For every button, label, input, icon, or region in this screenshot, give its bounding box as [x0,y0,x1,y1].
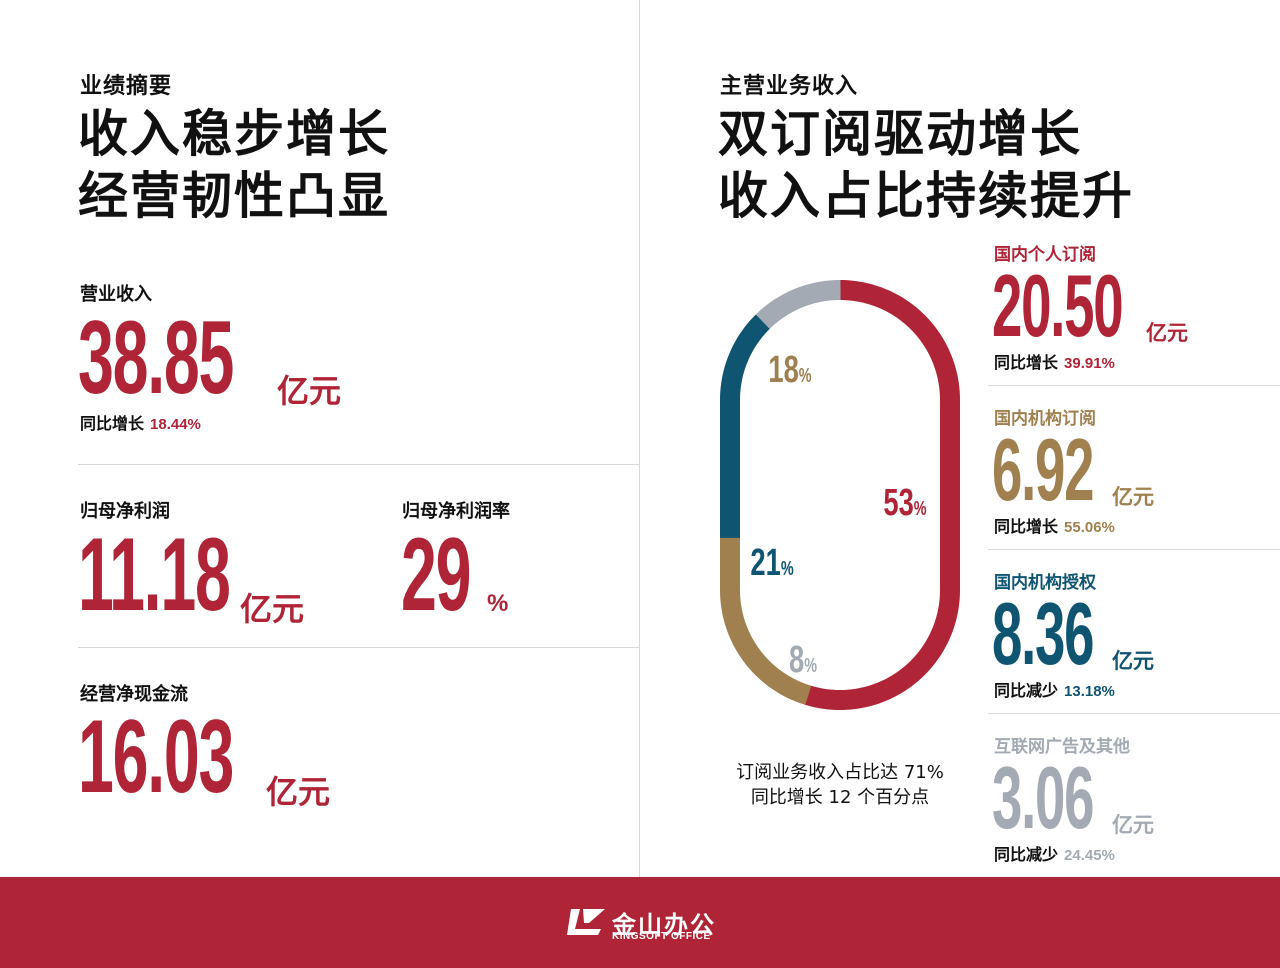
donut-segment-1 [805,280,960,711]
segment-4-yoy: 同比减少 24.45% [994,841,1115,865]
segment-3-yoy-label: 同比减少 [994,681,1059,700]
chart-caption: 订阅业务收入占比达 71% 同比增长 12 个百分点 [700,760,980,810]
net-margin-value: 29 [401,517,471,633]
chart-caption-line-2: 同比增长 12 个百分点 [750,787,930,808]
segment-3-name: 国内机构授权 [994,573,1096,593]
net-profit-value-wrap: 11.18 [78,523,323,627]
segment-2-yoy-label: 同比增长 [994,517,1059,536]
revenue-yoy-value: 18.44% [150,416,201,433]
segment-3-value-wrap: 8.36 [992,590,1155,678]
footer-bar: 金山办公 KINGSOFT OFFICE [0,877,1280,968]
segment-1-value-wrap: 20.50 [992,262,1202,350]
revenue-unit: 亿元 [277,372,342,410]
logo-text-cn: 金山办公 [612,911,716,939]
net-margin-value-wrap: 29 [401,523,513,627]
segment-1-yoy-label: 同比增长 [994,353,1059,372]
revenue-value-wrap: 38.85 [78,306,328,410]
segment-divider-1 [988,385,1280,386]
segment-2-value: 6.92 [992,420,1094,519]
business-kicker: 主营业务收入 [720,74,859,99]
segment-2-yoy: 同比增长 55.06% [994,513,1115,537]
segment-4-yoy-value: 24.45% [1064,847,1115,864]
cash-flow-unit: 亿元 [266,773,331,811]
summary-headline-line-1: 收入稳步增长 [78,105,390,163]
segment-4-name: 互联网广告及其他 [994,737,1130,757]
segment-2-unit: 亿元 [1112,485,1154,509]
segment-1-name: 国内个人订阅 [994,245,1096,265]
segment-1-yoy: 同比增长 39.91% [994,349,1115,373]
segment-3-yoy-value: 13.18% [1064,683,1115,700]
donut-segment-2 [720,537,812,705]
summary-headline-line-2: 经营韧性凸显 [78,167,390,225]
segment-4-value: 3.06 [992,748,1094,847]
segment-1-value: 20.50 [992,256,1124,355]
divider-1 [78,464,639,465]
cash-flow-value-wrap: 16.03 [78,705,328,809]
donut-segment-3 [720,314,771,538]
segment-divider-3 [988,713,1280,714]
segment-1-unit: 亿元 [1146,321,1188,345]
business-headline-line-1: 双订阅驱动增长 [718,105,1082,163]
net-profit-label: 归母净利润 [80,501,170,522]
segment-4-unit: 亿元 [1112,813,1154,837]
donut-segment-4 [755,280,841,329]
donut-label-1: 53% [883,482,927,524]
cash-flow-value: 16.03 [78,699,234,815]
revenue-mix-chart: 53% 18% 21% 8% [720,280,960,711]
cash-flow-label: 经营净现金流 [80,684,188,705]
net-profit-value: 11.18 [78,517,231,633]
revenue-yoy-label: 同比增长 [80,414,145,433]
donut-label-4: 8% [789,639,817,681]
segment-4-yoy-label: 同比减少 [994,845,1059,864]
net-margin-label: 归母净利润率 [402,501,510,522]
donut-label-3: 21% [750,542,794,584]
segment-2-value-wrap: 6.92 [992,426,1155,514]
segment-2-yoy-value: 55.06% [1064,519,1115,536]
kingsoft-logo-mark-icon [567,909,605,935]
segment-3-yoy: 同比减少 13.18% [994,677,1115,701]
donut-label-2: 18% [768,349,812,391]
segment-1-yoy-value: 39.91% [1064,355,1115,372]
segment-divider-2 [988,549,1280,550]
revenue-yoy: 同比增长 18.44% [80,410,201,434]
logo-text-en: KINGSOFT OFFICE [612,931,711,942]
net-profit-unit: 亿元 [240,590,305,628]
chart-caption-line-1: 订阅业务收入占比达 71% [736,762,944,783]
segment-4-value-wrap: 3.06 [992,754,1155,842]
business-headline: 双订阅驱动增长 收入占比持续提升 [718,103,1134,227]
segment-3-unit: 亿元 [1112,649,1154,673]
column-divider [639,0,640,877]
revenue-value: 38.85 [78,300,234,416]
segment-2-name: 国内机构订阅 [994,409,1096,429]
revenue-label: 营业收入 [80,284,152,305]
summary-headline: 收入稳步增长 经营韧性凸显 [78,103,390,227]
business-headline-line-2: 收入占比持续提升 [718,167,1134,225]
summary-kicker: 业绩摘要 [80,74,173,99]
net-margin-unit: % [487,590,509,617]
divider-2 [78,647,639,648]
segment-3-value: 8.36 [992,584,1094,683]
